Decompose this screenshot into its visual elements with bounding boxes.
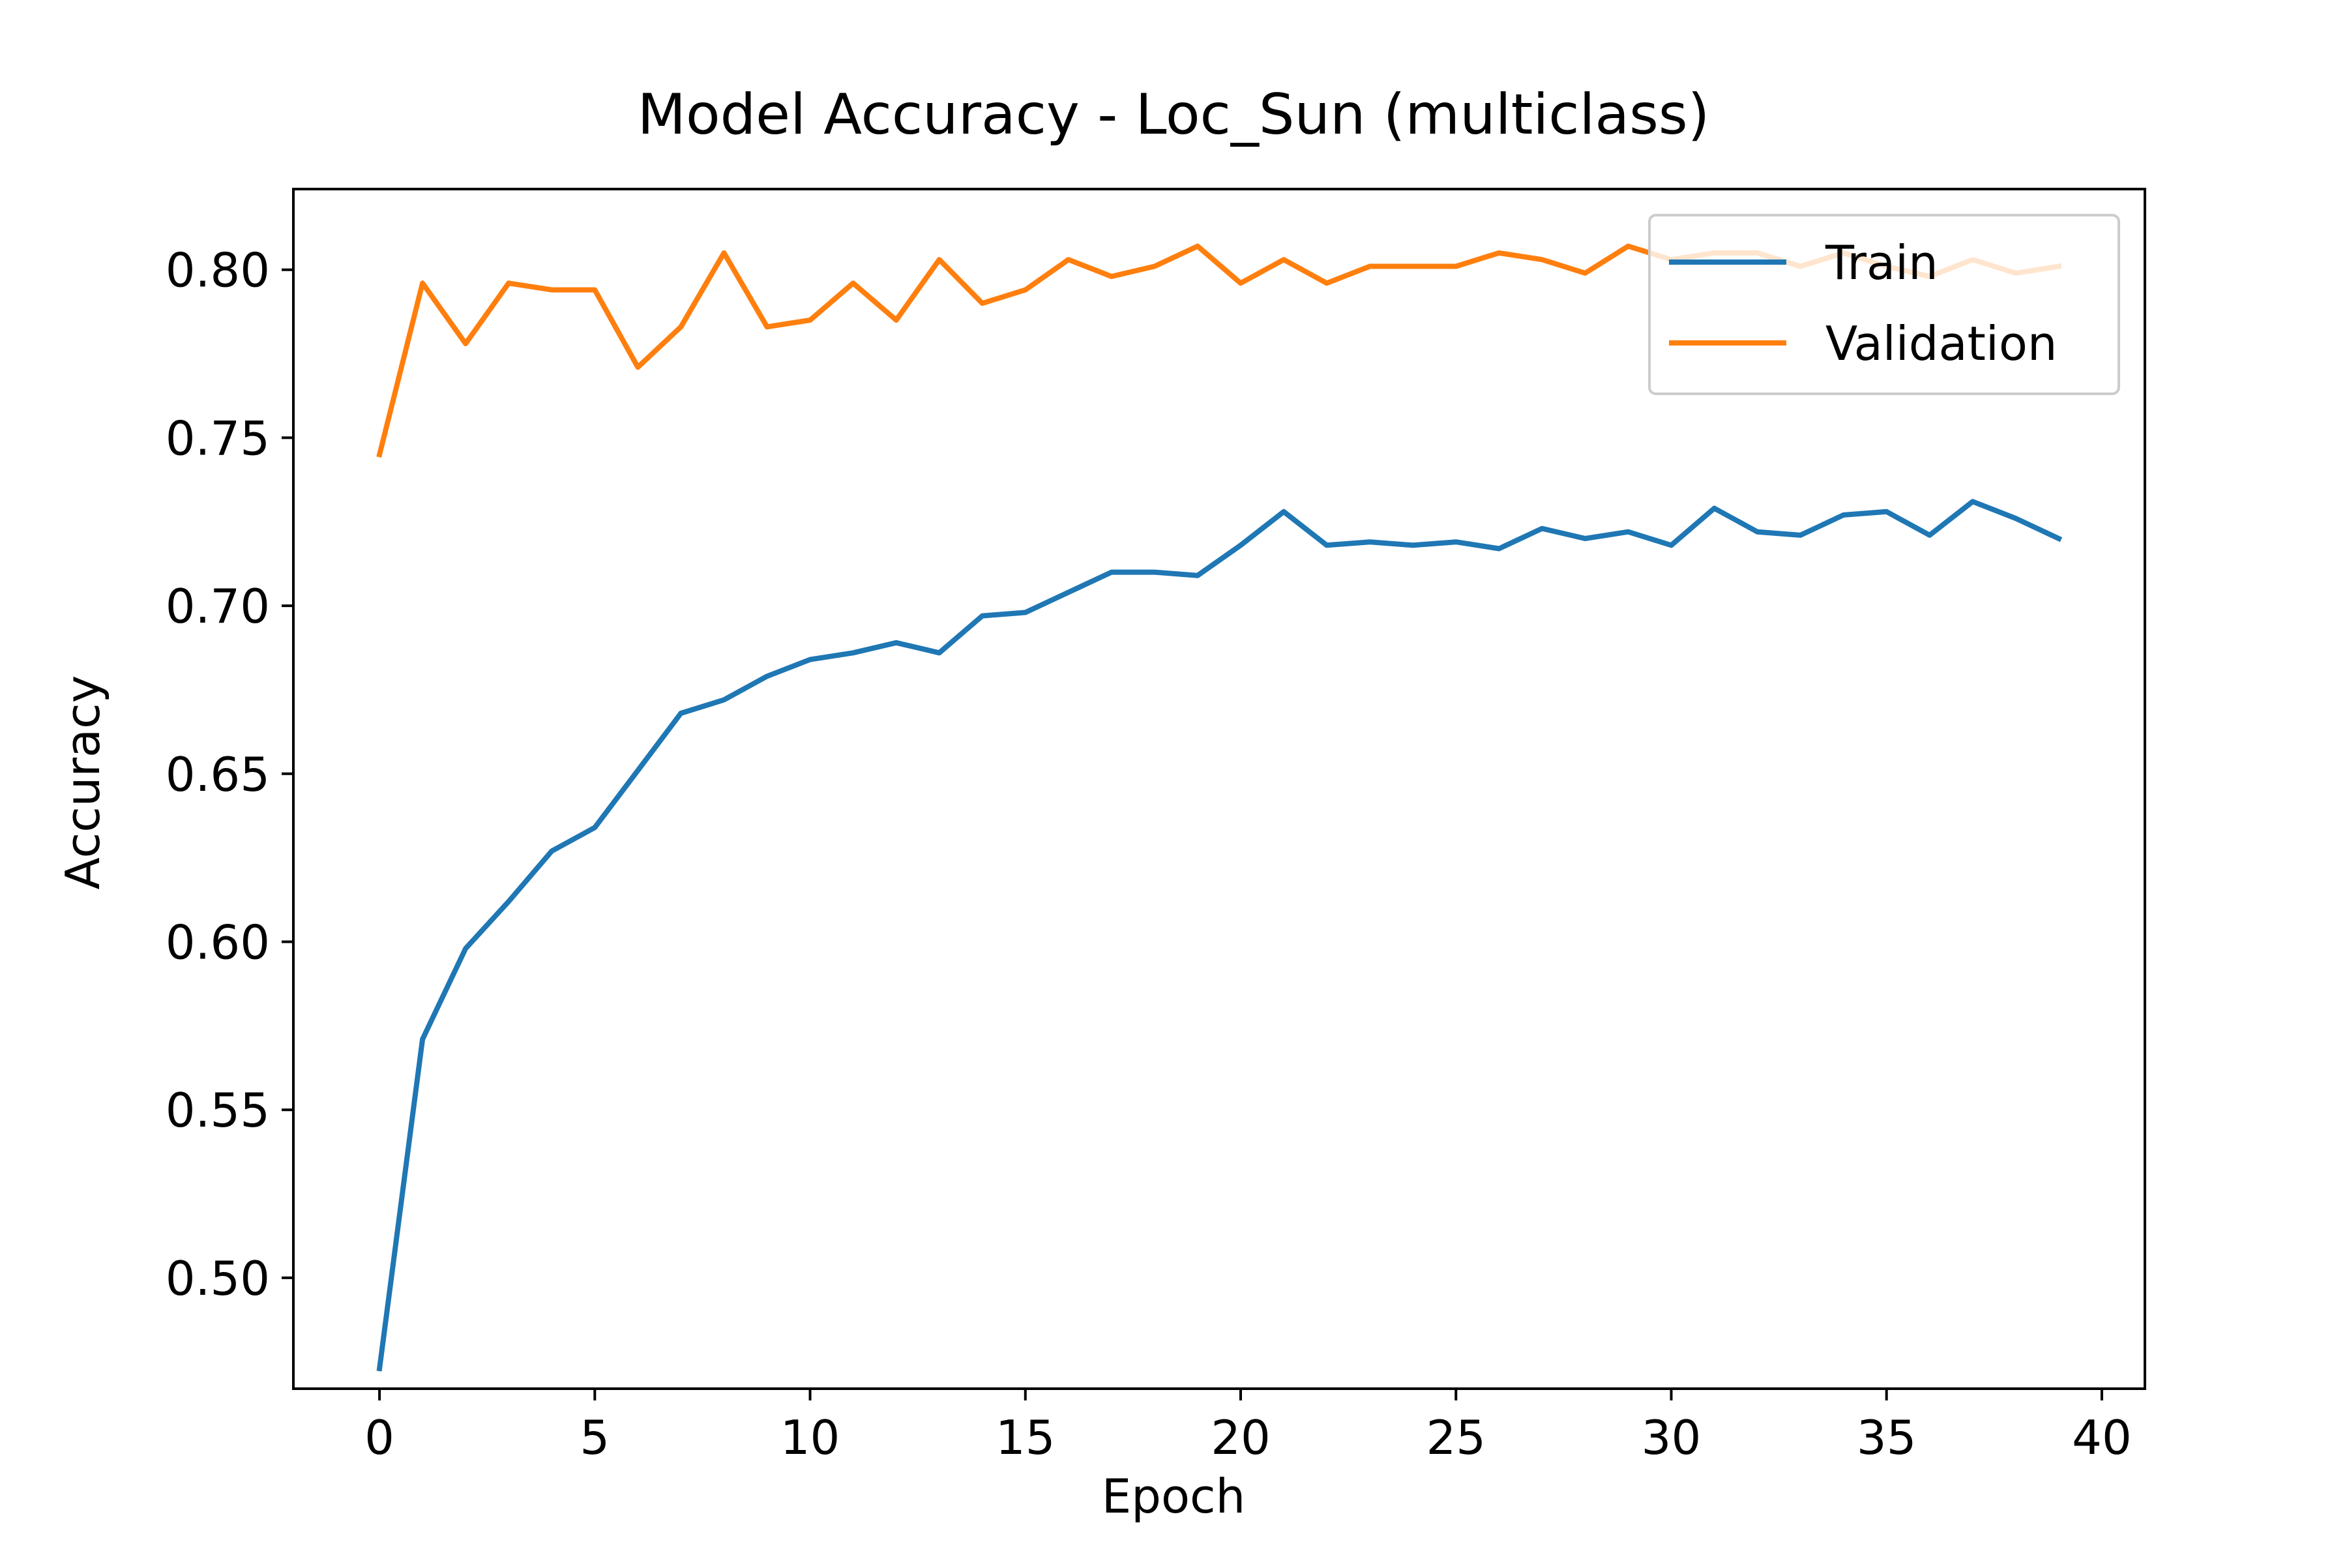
legend: Train Validation [1648, 214, 2120, 395]
x-tick-label: 0 [364, 1410, 394, 1465]
axes-frame [292, 188, 2146, 1390]
y-tick-label: 0.80 [166, 243, 270, 298]
x-tick-label: 25 [1426, 1410, 1486, 1465]
y-tick-label: 0.50 [166, 1251, 270, 1306]
x-tick-label: 20 [1211, 1410, 1271, 1465]
axes: 0 5 10 15 20 25 30 35 40 0.50 0.55 0.60 0.65 0.70 0.75… [166, 188, 2146, 1465]
y-axis-label: Accuracy [55, 675, 110, 890]
legend-label-validation: Validation [1825, 316, 2058, 371]
x-tick-label: 10 [780, 1410, 840, 1465]
x-axis-label: Epoch [1102, 1469, 1245, 1524]
x-tick-label: 35 [1857, 1410, 1917, 1465]
x-tick-label: 5 [580, 1410, 610, 1465]
chart-title: Model Accuracy - Loc_Sun (multiclass) [638, 82, 1710, 147]
series-line-train [376, 499, 2063, 1372]
x-tick-label: 40 [2072, 1410, 2132, 1465]
legend-label-train: Train [1825, 235, 1938, 290]
y-tick-label: 0.75 [166, 411, 270, 466]
x-tick-label: 30 [1642, 1410, 1702, 1465]
y-tick-label: 0.65 [166, 747, 270, 802]
y-tick-label: 0.60 [166, 915, 270, 970]
y-tick-label: 0.70 [166, 579, 270, 634]
x-tick-label: 15 [996, 1410, 1055, 1465]
y-tick-label: 0.55 [166, 1083, 270, 1138]
